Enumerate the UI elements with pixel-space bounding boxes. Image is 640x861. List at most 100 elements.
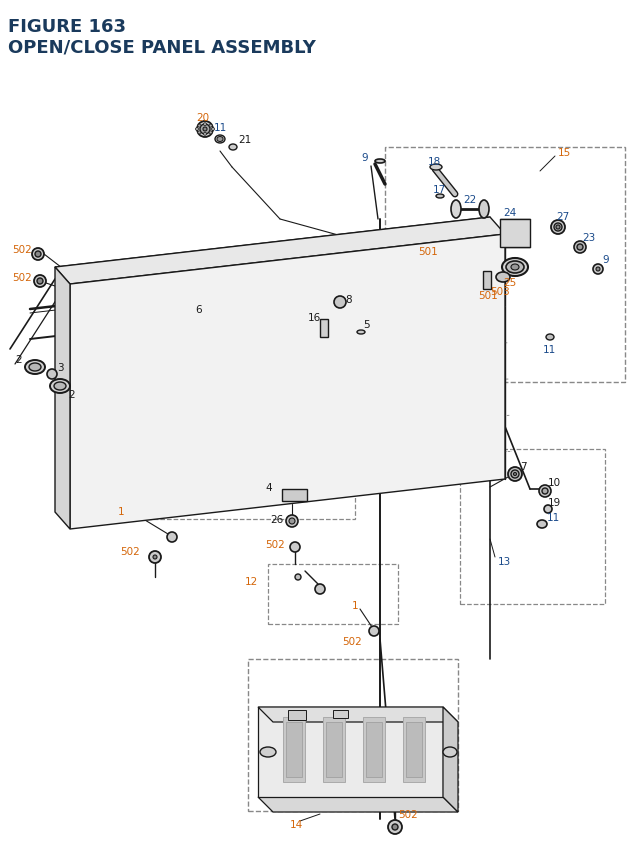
Circle shape [593, 264, 603, 275]
Text: 11: 11 [543, 344, 556, 355]
Circle shape [203, 127, 207, 132]
Circle shape [290, 542, 300, 553]
Text: 8: 8 [345, 294, 351, 305]
Circle shape [334, 297, 346, 308]
Circle shape [47, 369, 57, 380]
Ellipse shape [537, 520, 547, 529]
Text: 20: 20 [196, 113, 209, 123]
Circle shape [198, 132, 201, 134]
Text: OPEN/CLOSE PANEL ASSEMBLY: OPEN/CLOSE PANEL ASSEMBLY [8, 38, 316, 56]
Ellipse shape [496, 273, 510, 282]
Circle shape [167, 532, 177, 542]
Ellipse shape [436, 195, 444, 199]
Ellipse shape [357, 331, 365, 335]
Circle shape [37, 279, 43, 285]
Bar [282, 489, 307, 501]
Circle shape [204, 124, 207, 127]
Circle shape [388, 820, 402, 834]
Text: 18: 18 [428, 157, 441, 167]
Bar [320, 319, 328, 338]
Polygon shape [70, 235, 505, 530]
Ellipse shape [215, 136, 225, 144]
Text: 1: 1 [352, 600, 358, 610]
Text: 17: 17 [433, 185, 446, 195]
Text: 11: 11 [547, 512, 560, 523]
Text: 2: 2 [68, 389, 75, 400]
Circle shape [508, 468, 522, 481]
Circle shape [286, 516, 298, 528]
Circle shape [35, 251, 41, 257]
Circle shape [542, 488, 548, 494]
Text: 3: 3 [57, 362, 63, 373]
Ellipse shape [375, 160, 385, 164]
Ellipse shape [25, 361, 45, 375]
Circle shape [539, 486, 551, 498]
Circle shape [315, 585, 325, 594]
Circle shape [209, 125, 212, 128]
Text: 22: 22 [463, 195, 476, 205]
Ellipse shape [229, 145, 237, 151]
Circle shape [577, 245, 583, 251]
Polygon shape [443, 707, 458, 812]
Text: 26: 26 [270, 514, 284, 524]
Circle shape [153, 555, 157, 560]
Text: 9: 9 [362, 152, 368, 163]
Ellipse shape [511, 264, 519, 270]
Polygon shape [55, 218, 505, 285]
Circle shape [511, 470, 519, 479]
Bar [366, 722, 382, 777]
Polygon shape [258, 707, 443, 797]
Ellipse shape [479, 201, 489, 219]
Bar [323, 717, 345, 782]
Bar [326, 722, 342, 777]
Polygon shape [258, 797, 458, 812]
Text: 21: 21 [238, 135, 252, 145]
Circle shape [544, 505, 552, 513]
Circle shape [369, 626, 379, 636]
Text: 502: 502 [12, 273, 32, 282]
Ellipse shape [502, 258, 528, 276]
Ellipse shape [506, 262, 524, 274]
Ellipse shape [546, 335, 554, 341]
Circle shape [295, 574, 301, 580]
Circle shape [200, 125, 210, 135]
Circle shape [556, 226, 560, 230]
Text: 502: 502 [12, 245, 32, 255]
Text: 502: 502 [342, 636, 362, 647]
Ellipse shape [451, 201, 461, 219]
Circle shape [596, 268, 600, 272]
Bar [363, 717, 385, 782]
Text: 502: 502 [265, 539, 285, 549]
Bar [286, 722, 302, 777]
Circle shape [209, 132, 212, 134]
Text: FIGURE 163: FIGURE 163 [8, 18, 126, 36]
Text: 5: 5 [363, 319, 370, 330]
Circle shape [198, 125, 201, 128]
Text: 24: 24 [503, 208, 516, 218]
Circle shape [34, 276, 46, 288]
Polygon shape [500, 220, 530, 248]
Bar [403, 717, 425, 782]
Circle shape [289, 518, 295, 524]
Bar [406, 722, 422, 777]
Circle shape [211, 128, 214, 132]
Ellipse shape [29, 363, 41, 372]
Circle shape [392, 824, 398, 830]
Text: 501: 501 [478, 291, 498, 300]
Text: 503: 503 [490, 287, 509, 297]
Bar [248, 660, 458, 811]
Bar [283, 717, 305, 782]
Text: 501: 501 [418, 247, 438, 257]
Bar [268, 564, 398, 624]
Bar [333, 710, 348, 718]
Ellipse shape [260, 747, 276, 757]
Text: 7: 7 [520, 461, 527, 472]
Bar [460, 449, 605, 604]
Ellipse shape [430, 164, 442, 170]
Text: 11: 11 [214, 123, 227, 133]
Text: 15: 15 [558, 148, 572, 158]
Text: 2: 2 [15, 355, 22, 364]
Text: 6: 6 [195, 305, 202, 314]
Text: 25: 25 [503, 278, 516, 288]
Ellipse shape [217, 138, 223, 142]
